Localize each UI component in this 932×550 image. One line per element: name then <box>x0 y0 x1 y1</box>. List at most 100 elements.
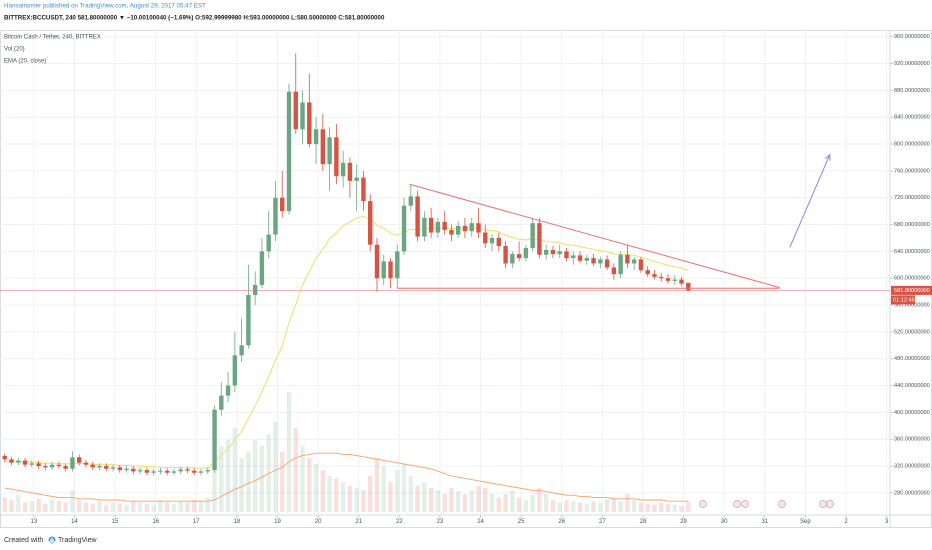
axes-layer: 280.00000000 320.00000000 360.00000000 400.… <box>30 34 932 525</box>
volume-bar <box>469 490 474 512</box>
y-tick-label: 360.00000000 <box>894 437 930 443</box>
candle-body <box>368 201 373 245</box>
arrow-drawing <box>789 154 831 248</box>
candle-body <box>334 137 339 177</box>
candle-body <box>104 466 109 469</box>
candle-body <box>415 196 420 237</box>
event-icon[interactable] <box>778 500 786 508</box>
x-tick-label: 29 <box>680 519 687 525</box>
volume-bar <box>273 422 278 512</box>
candle-body <box>543 250 549 255</box>
candle-body <box>428 217 434 233</box>
volume-bar <box>631 500 637 512</box>
y-tick-label: 440.00000000 <box>894 383 930 389</box>
x-tick-label: 24 <box>477 519 484 525</box>
x-tick-label: 2 <box>844 519 848 525</box>
volume-bar <box>523 500 529 512</box>
candle-body <box>192 470 197 473</box>
y-tick-label: 720.00000000 <box>894 195 930 201</box>
candle-body <box>618 254 623 275</box>
volume-bar <box>56 501 62 512</box>
y-tick-label: 480.00000000 <box>894 356 930 362</box>
volume-bar <box>198 501 204 512</box>
countdown-tag <box>891 295 915 305</box>
candle-body <box>246 294 251 346</box>
volume-bar <box>151 504 156 512</box>
volume-bar <box>185 502 190 512</box>
x-tick-label: 17 <box>193 519 200 525</box>
volume-bar <box>652 504 657 512</box>
x-tick-label: 16 <box>152 519 159 525</box>
volume-bar <box>164 502 170 512</box>
candle-body <box>178 469 183 472</box>
countdown-label: 01:12:45 <box>893 297 915 303</box>
volume-bar <box>259 446 265 512</box>
volume-bar <box>70 490 75 512</box>
volume-bar <box>313 464 319 512</box>
candle-body <box>219 395 224 410</box>
x-tick-label: 23 <box>437 519 444 525</box>
volume-bar <box>43 503 48 512</box>
volume-bar <box>16 495 21 512</box>
volume-bar <box>178 501 183 512</box>
candle-body <box>645 270 650 275</box>
volume-bar <box>293 428 298 512</box>
volume-bar <box>388 482 393 512</box>
candle-body <box>361 177 366 202</box>
volume-bar <box>571 501 576 512</box>
y-tick-label: 400.00000000 <box>894 410 930 416</box>
candle-body <box>293 91 298 130</box>
candle-body <box>537 223 542 255</box>
candle-body <box>2 455 7 460</box>
x-tick-label: 22 <box>396 519 403 525</box>
x-tick-label: 26 <box>558 519 565 525</box>
candle-body <box>665 278 671 281</box>
candle-body <box>659 276 664 279</box>
volume-bar <box>63 502 68 512</box>
candle-body <box>29 463 35 465</box>
volume-bar <box>672 504 677 512</box>
event-icon[interactable] <box>819 500 827 508</box>
x-tick-label: 3 <box>885 519 889 525</box>
candle-body <box>22 460 28 465</box>
volume-bar <box>340 482 346 512</box>
volume-bar <box>347 485 353 512</box>
volume-layer <box>2 392 691 512</box>
event-icon[interactable] <box>733 500 741 508</box>
event-icon[interactable] <box>826 500 834 508</box>
volume-bar <box>192 500 197 512</box>
volume-bar <box>415 485 420 512</box>
candle-body <box>510 254 515 264</box>
candle-body <box>679 279 684 284</box>
volume-bar <box>327 476 332 512</box>
candle-body <box>638 259 644 271</box>
volume-bar <box>252 440 258 512</box>
candle-body <box>252 284 258 295</box>
candle-body <box>395 251 400 279</box>
candle-body <box>144 470 150 473</box>
volume-bar <box>408 476 414 512</box>
volume-bar <box>219 446 224 512</box>
candle-body <box>401 205 407 252</box>
footer-brand[interactable]: TradingView <box>58 537 97 544</box>
candle-body <box>151 471 156 473</box>
candle-body <box>564 251 569 259</box>
candle-body <box>36 463 41 467</box>
candle-body <box>97 466 102 468</box>
x-tick-label: 14 <box>71 519 78 525</box>
event-icon[interactable] <box>741 500 749 508</box>
volume-bar <box>543 494 549 512</box>
volume-bar <box>591 501 596 512</box>
candle-body <box>158 470 163 472</box>
y-tick-label: 960.00000000 <box>894 34 930 40</box>
candle-body <box>571 255 576 259</box>
event-icon[interactable] <box>699 500 707 508</box>
x-tick-label: 30 <box>721 519 728 525</box>
legend-indicator: EMA (20, close) <box>4 59 46 65</box>
volume-bar <box>395 470 400 512</box>
volume-bar <box>225 440 231 512</box>
candle-body <box>137 470 143 472</box>
volume-bar <box>638 502 644 512</box>
volume-bar <box>110 502 116 512</box>
volume-bar <box>645 503 650 512</box>
